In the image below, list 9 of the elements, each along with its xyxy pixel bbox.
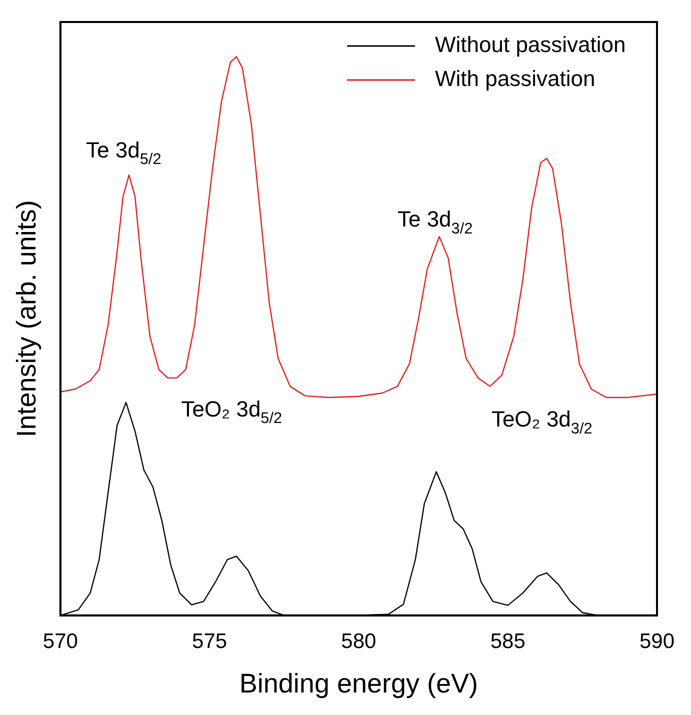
y-axis-title: Intensity (arb. units): [12, 200, 42, 438]
x-tick-label: 575: [192, 630, 228, 653]
x-tick-label: 585: [490, 630, 526, 653]
x-tick-label: 570: [42, 630, 78, 653]
x-tick-label: 590: [639, 630, 675, 653]
legend-label: Without passivation: [435, 32, 626, 58]
x-tick-label: 580: [341, 630, 376, 653]
x-axis-title: Binding energy (eV): [239, 668, 478, 698]
legend-label: With passivation: [435, 66, 596, 92]
